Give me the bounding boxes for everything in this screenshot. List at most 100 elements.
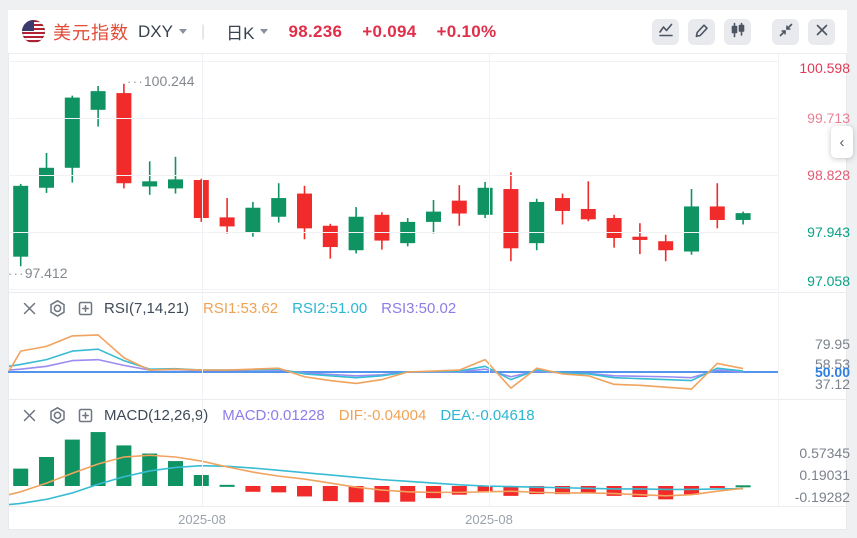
high-annotation: ···100.244	[126, 72, 195, 89]
v-gridline	[489, 54, 490, 506]
macd-legend: MACD(12,26,9) MACD:0.01228 DIF:-0.04004 …	[8, 404, 549, 426]
candle-style-button[interactable]	[724, 19, 751, 45]
instrument-symbol[interactable]: DXY	[138, 21, 173, 41]
rsi-settings-gear-icon[interactable]	[48, 299, 67, 318]
macd-histogram-bar	[348, 486, 364, 503]
rsi-expand-button[interactable]	[76, 299, 95, 318]
dif-line	[8, 454, 744, 497]
low-annotation: ···97.412	[7, 265, 68, 282]
macd-histogram-bar	[142, 453, 158, 486]
macd-histogram-bar	[245, 486, 261, 492]
rsi1-line	[8, 334, 744, 390]
close-icon	[813, 21, 831, 44]
h-gridline	[8, 232, 778, 233]
draw-tools-button[interactable]	[688, 19, 715, 45]
macd-value: MACD:0.01228	[222, 406, 325, 424]
candle-body	[735, 213, 751, 220]
collapse-arrows-icon	[777, 21, 795, 44]
macd-histogram-bar	[580, 486, 596, 493]
macd-histogram-bar	[193, 474, 209, 486]
price-axis-label: 97.943	[807, 224, 850, 240]
macd-histogram-bar	[555, 486, 570, 495]
candle-body	[529, 201, 545, 244]
candle-body	[348, 216, 364, 251]
chart-card	[8, 10, 847, 530]
candle-body	[684, 206, 699, 252]
candle-body	[580, 209, 596, 220]
macd-histogram-bar	[90, 432, 106, 486]
candle-body	[90, 91, 106, 110]
rsi3-line	[8, 358, 744, 379]
macd-indicator-name: MACD(12,26,9)	[104, 406, 209, 424]
h-gridline	[8, 61, 778, 62]
macd-histogram-bar	[322, 486, 338, 502]
line-chart-icon	[657, 21, 675, 44]
symbol-dropdown-caret-icon[interactable]	[178, 29, 187, 34]
h-gridline	[8, 175, 778, 176]
v-gridline	[202, 54, 203, 506]
macd-histogram-bar	[451, 486, 467, 495]
macd-histogram-bar	[477, 486, 493, 492]
chart-header: 美元指数 DXY | 日K 98.236 +0.094 +0.10%	[8, 10, 847, 54]
candle-body	[451, 200, 467, 214]
candle-body	[658, 241, 674, 251]
candle-body	[13, 185, 29, 257]
macd-histogram-bar	[116, 445, 132, 486]
candlestick-pane[interactable]	[8, 54, 778, 292]
candle-body	[142, 181, 158, 187]
rsi-close-button[interactable]	[20, 299, 39, 318]
close-chart-button[interactable]	[808, 19, 835, 45]
dea-value: DEA:-0.04618	[440, 406, 535, 424]
candle-body	[193, 180, 209, 219]
candle-body	[426, 211, 441, 222]
rsi1-value: RSI1:53.62	[203, 299, 279, 317]
candle-body	[322, 225, 338, 248]
pencil-icon	[693, 21, 711, 44]
x-axis-label: 2025-08	[178, 512, 226, 527]
candle-body	[632, 236, 648, 240]
price-axis-label: 97.058	[807, 273, 850, 289]
candle-body	[477, 187, 493, 215]
macd-histogram-bar	[13, 468, 29, 486]
macd-histogram-bar	[168, 461, 183, 486]
high-value: 100.244	[143, 72, 195, 89]
low-value: 97.412	[24, 265, 68, 282]
rsi-axis-label: 79.95	[814, 335, 850, 352]
candle-body	[503, 189, 519, 249]
chart-type-button[interactable]	[652, 19, 679, 45]
candle-body	[271, 198, 287, 217]
period-selector[interactable]: 日K	[226, 24, 255, 43]
macd-pane[interactable]	[8, 424, 778, 506]
instrument-title: 美元指数	[53, 22, 129, 43]
macd-histogram-bar	[684, 486, 699, 495]
macd-histogram-bar	[64, 439, 80, 486]
h-gridline	[8, 118, 778, 119]
macd-expand-button[interactable]	[76, 406, 95, 425]
macd-histogram-bar	[297, 486, 312, 497]
candle-body	[709, 206, 725, 220]
price-change: +0.094	[362, 21, 417, 41]
dif-value: DIF:-0.04004	[338, 406, 427, 424]
rsi3-value: RSI3:50.02	[381, 299, 457, 317]
macd-histogram-bar	[709, 486, 725, 488]
macd-histogram-bar	[400, 486, 416, 502]
rsi-mid-label: 50.00	[814, 364, 850, 380]
macd-histogram-bar	[219, 484, 235, 487]
collapse-axis-chevron-button[interactable]: ‹	[831, 126, 853, 158]
macd-axis-label: 0.57345	[799, 444, 850, 461]
rsi2-line	[8, 348, 744, 382]
rsi-pane[interactable]	[8, 316, 778, 399]
candle-body	[116, 93, 132, 184]
macd-close-button[interactable]	[20, 406, 39, 425]
dea-line	[8, 464, 744, 506]
candle-body	[64, 97, 80, 168]
candle-body	[555, 198, 570, 211]
macd-settings-gear-icon[interactable]	[48, 406, 67, 425]
macd-histogram-bar	[632, 486, 648, 498]
rsi-axis-label: 37.12	[814, 376, 850, 393]
period-dropdown-caret-icon[interactable]	[260, 29, 269, 34]
collapse-chart-button[interactable]	[772, 19, 799, 45]
macd-histogram-bar	[39, 457, 54, 486]
price-axis-border	[778, 54, 779, 506]
price-change-percent: +0.10%	[436, 21, 497, 41]
